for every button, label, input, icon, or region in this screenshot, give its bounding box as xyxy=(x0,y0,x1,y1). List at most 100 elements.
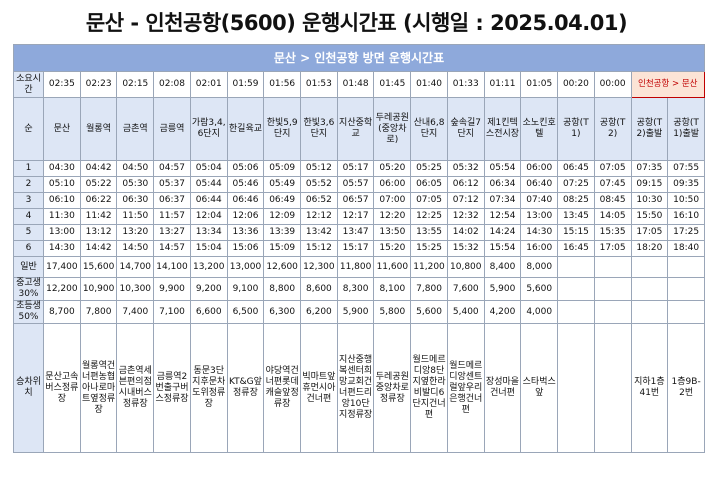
row: 5 13:00 13:12 13:20 13:27 13:34 13:36 13:39 13:4… xyxy=(13,224,705,241)
fare: 8,300 xyxy=(336,277,375,301)
row: 일반 17,400 15,600 14,700 14,100 13,200 13,000 12… xyxy=(13,256,705,278)
boarding: 문산고속버스정류장 xyxy=(43,323,81,453)
time: 04:42 xyxy=(79,160,118,177)
time: 08:45 xyxy=(593,192,632,209)
fare: 4,200 xyxy=(483,300,522,324)
time: 09:35 xyxy=(667,176,705,193)
station: 숲속길7단지 xyxy=(446,97,485,161)
time: 05:32 xyxy=(446,160,485,177)
time: 10:30 xyxy=(630,192,669,209)
time: 05:12 xyxy=(300,160,338,177)
time: 06:49 xyxy=(263,192,302,209)
time: 17:05 xyxy=(630,224,669,241)
fare: 7,400 xyxy=(116,300,155,324)
boarding xyxy=(593,323,632,453)
fare: 5,900 xyxy=(483,277,522,301)
duration: 01:59 xyxy=(226,71,265,98)
station: 금릉역 xyxy=(153,97,191,161)
time: 05:49 xyxy=(263,176,302,193)
fare: 11,600 xyxy=(373,256,412,278)
time: 12:32 xyxy=(446,208,485,225)
time: 15:15 xyxy=(557,224,595,241)
time: 17:25 xyxy=(667,224,705,241)
time: 06:34 xyxy=(483,176,522,193)
time: 05:52 xyxy=(300,176,338,193)
time: 14:30 xyxy=(43,240,81,257)
fare: 11,200 xyxy=(410,256,448,278)
trip-no: 3 xyxy=(13,192,44,209)
fare: 10,300 xyxy=(116,277,155,301)
fare: 6,300 xyxy=(263,300,302,324)
time: 18:40 xyxy=(667,240,705,257)
duration: 01:33 xyxy=(446,71,485,98)
time: 07:05 xyxy=(593,160,632,177)
fare xyxy=(557,300,595,324)
fare: 15,600 xyxy=(79,256,118,278)
fare xyxy=(593,277,632,301)
trip-no: 4 xyxy=(13,208,44,225)
time: 13:55 xyxy=(410,224,448,241)
direction: 문산 > 인천공항 방면 운행시간표 xyxy=(13,44,705,72)
trip-no: 5 xyxy=(13,224,44,241)
time: 07:25 xyxy=(557,176,595,193)
time: 06:40 xyxy=(520,176,559,193)
boarding: 빅마트앞휴먼시아건너편 xyxy=(300,323,338,453)
time: 12:04 xyxy=(189,208,228,225)
duration: 01:45 xyxy=(373,71,412,98)
time: 13:34 xyxy=(189,224,228,241)
station: 두레공원(중앙차로) xyxy=(373,97,412,161)
time: 15:12 xyxy=(300,240,338,257)
fare-label: 일반 xyxy=(13,256,44,278)
time: 13:27 xyxy=(153,224,191,241)
fare: 7,600 xyxy=(446,277,485,301)
row: 1 04:30 04:42 04:50 04:57 05:04 05:06 05:09 05:1… xyxy=(13,160,705,177)
fare-label: 초등생 50% xyxy=(13,300,44,324)
label: 승차위치 xyxy=(13,323,44,453)
time: 06:00 xyxy=(520,160,559,177)
time: 15:35 xyxy=(593,224,632,241)
boarding xyxy=(557,323,595,453)
time: 07:00 xyxy=(373,192,412,209)
fare: 9,100 xyxy=(226,277,265,301)
time: 13:50 xyxy=(373,224,412,241)
time: 13:45 xyxy=(557,208,595,225)
time: 05:10 xyxy=(43,176,81,193)
boarding: 야당역건너편롯데캐슬앞정류장 xyxy=(263,323,302,453)
time: 07:34 xyxy=(483,192,522,209)
time: 13:12 xyxy=(79,224,118,241)
fare xyxy=(557,256,595,278)
fare: 13,200 xyxy=(189,256,228,278)
time: 07:12 xyxy=(446,192,485,209)
fare: 5,400 xyxy=(446,300,485,324)
time: 06:57 xyxy=(336,192,375,209)
fare: 5,600 xyxy=(410,300,448,324)
time: 06:46 xyxy=(226,192,265,209)
fare: 7,800 xyxy=(79,300,118,324)
fare: 10,800 xyxy=(446,256,485,278)
time: 15:20 xyxy=(373,240,412,257)
time: 05:25 xyxy=(410,160,448,177)
row: 4 11:30 11:42 11:50 11:57 12:04 12:06 12:09 12:1… xyxy=(13,208,705,225)
fare-label: 중고생 30% xyxy=(13,277,44,301)
time: 11:42 xyxy=(79,208,118,225)
boarding: KT&G앞정류장 xyxy=(226,323,265,453)
station: 공항(T2)출발 xyxy=(630,97,669,161)
time: 04:50 xyxy=(116,160,155,177)
label: 순 xyxy=(13,97,44,161)
time: 05:37 xyxy=(153,176,191,193)
boarding: 스타벅스 앞 xyxy=(520,323,559,453)
time: 12:12 xyxy=(300,208,338,225)
time: 11:50 xyxy=(116,208,155,225)
time: 09:15 xyxy=(630,176,669,193)
time: 07:45 xyxy=(593,176,632,193)
time: 05:22 xyxy=(79,176,118,193)
trip-no: 1 xyxy=(13,160,44,177)
fare xyxy=(593,300,632,324)
row: 2 05:10 05:22 05:30 05:37 05:44 05:46 05:49 05:5… xyxy=(13,176,705,193)
duration: 02:23 xyxy=(79,71,118,98)
boarding: 월롱역건너편농협아나로마트옆정류장 xyxy=(79,323,118,453)
time: 15:06 xyxy=(226,240,265,257)
fare: 7,800 xyxy=(410,277,448,301)
fare: 7,100 xyxy=(153,300,191,324)
